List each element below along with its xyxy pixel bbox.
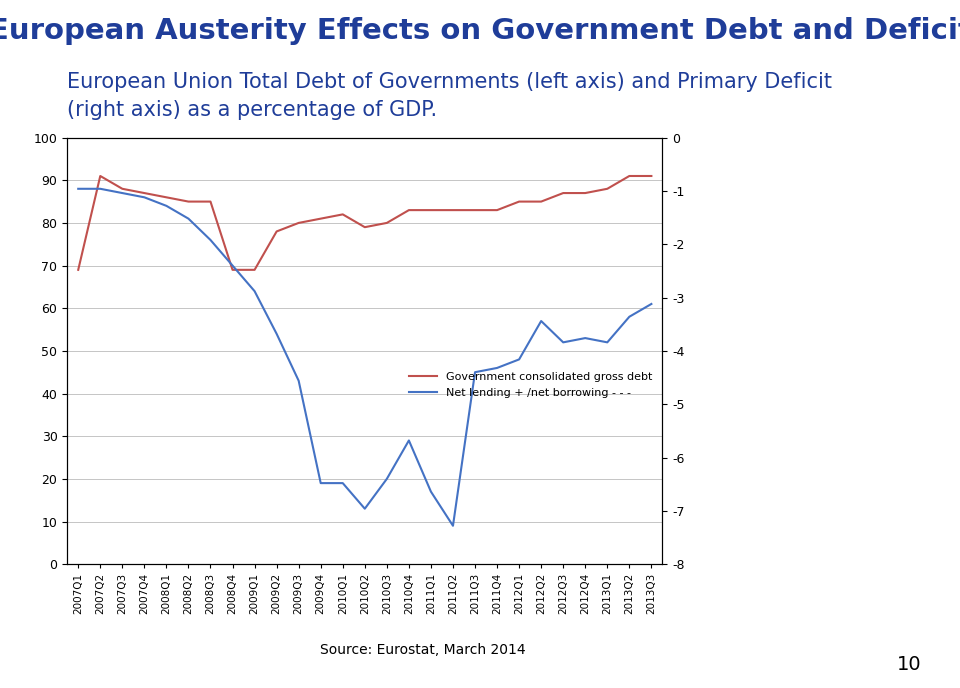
Text: 10: 10 (897, 655, 922, 674)
Text: European Union Total Debt of Governments (left axis) and Primary Deficit: European Union Total Debt of Governments… (67, 72, 832, 92)
Text: (right axis) as a percentage of GDP.: (right axis) as a percentage of GDP. (67, 100, 438, 120)
Legend: Government consolidated gross debt, Net lending + /net borrowing - - -: Government consolidated gross debt, Net … (405, 368, 657, 402)
Text: European Austerity Effects on Government Debt and Deficit: European Austerity Effects on Government… (0, 17, 960, 45)
Text: Source: Eurostat, March 2014: Source: Eurostat, March 2014 (320, 643, 525, 657)
